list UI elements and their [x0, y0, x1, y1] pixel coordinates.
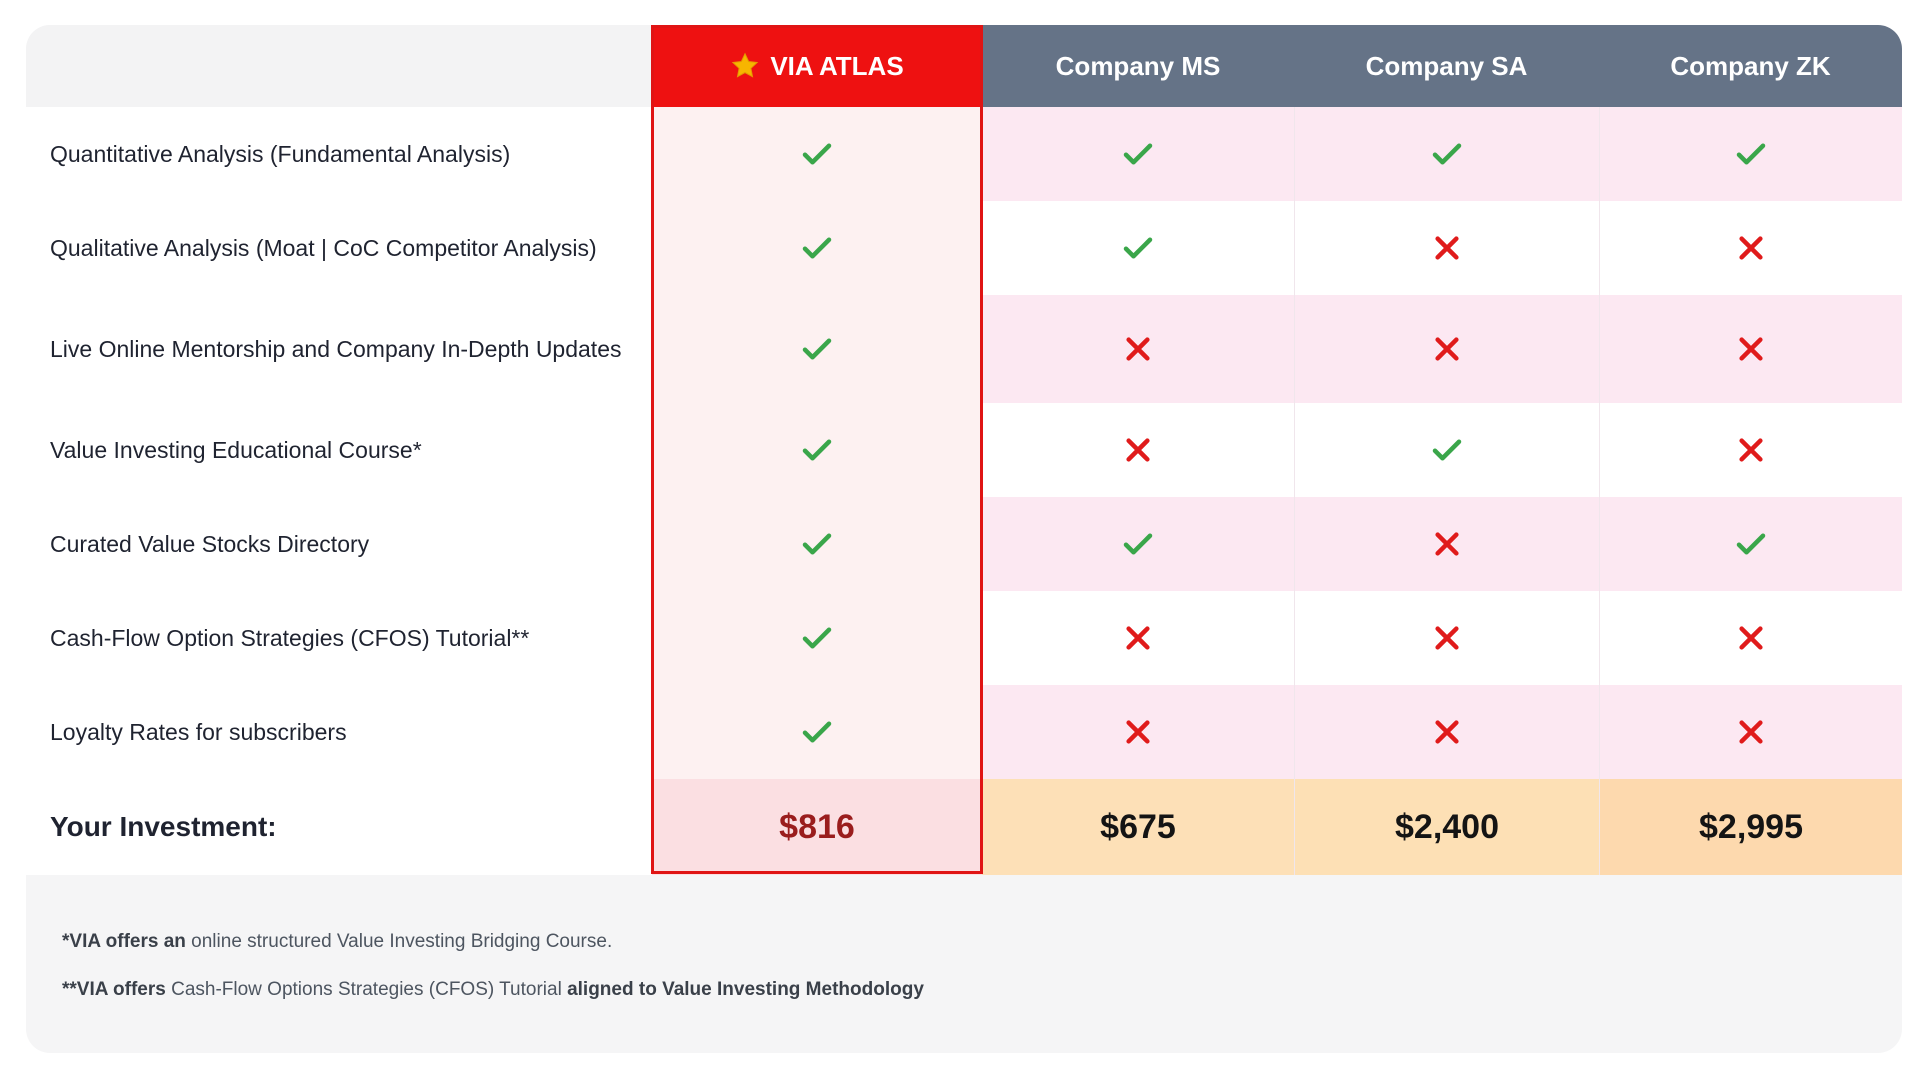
cell-via-row-6 [652, 591, 982, 685]
investment-price-via: $816 [652, 779, 982, 875]
cross-icon [1735, 232, 1767, 264]
cross-icon [1122, 434, 1154, 466]
cell-ms-row-7 [982, 685, 1294, 779]
cell-via-row-5 [652, 497, 982, 591]
check-icon [1733, 136, 1769, 172]
cell-zk-row-3 [1599, 295, 1902, 403]
investment-label: Your Investment: [26, 779, 652, 875]
investment-price-zk: $2,995 [1599, 779, 1902, 875]
footnote-cfos: **VIA offers Cash-Flow Options Strategie… [62, 979, 1462, 1001]
footnote-course: *VIA offers an online structured Value I… [62, 931, 1462, 953]
comparison-card: VIA ATLAS Company MS Company SA Company … [26, 25, 1902, 1053]
check-icon [1733, 526, 1769, 562]
check-icon [1429, 432, 1465, 468]
feature-label: Loyalty Rates for subscribers [26, 685, 652, 779]
cross-icon [1122, 622, 1154, 654]
star-icon [730, 51, 760, 81]
check-icon [799, 331, 835, 367]
cross-icon [1735, 716, 1767, 748]
feature-label: Qualitative Analysis (Moat | CoC Competi… [26, 201, 652, 295]
cross-icon [1122, 333, 1154, 365]
check-icon [799, 432, 835, 468]
comparison-table: VIA ATLAS Company MS Company SA Company … [26, 25, 1902, 875]
check-icon [1120, 526, 1156, 562]
cell-sa-row-7 [1294, 685, 1599, 779]
check-icon [1120, 136, 1156, 172]
check-icon [799, 620, 835, 656]
check-icon [799, 526, 835, 562]
cell-zk-row-6 [1599, 591, 1902, 685]
column-header-via-atlas-label: VIA ATLAS [770, 50, 904, 81]
cell-zk-row-7 [1599, 685, 1902, 779]
footnote-course-bold: *VIA offers an [62, 931, 186, 952]
cell-ms-row-3 [982, 295, 1294, 403]
check-icon [799, 230, 835, 266]
cell-zk-row-2 [1599, 201, 1902, 295]
cell-via-row-4 [652, 403, 982, 497]
column-header-company-ms: Company MS [982, 25, 1294, 107]
footnote-course-text: online structured Value Investing Bridgi… [185, 931, 613, 952]
footnotes: *VIA offers an online structured Value I… [62, 931, 1462, 1027]
feature-label: Cash-Flow Option Strategies (CFOS) Tutor… [26, 591, 652, 685]
cross-icon [1431, 622, 1463, 654]
cell-ms-row-1 [982, 107, 1294, 201]
cross-icon [1735, 434, 1767, 466]
footnote-cfos-bold-end: aligned to Value Investing Methodology [567, 979, 924, 1000]
cell-sa-row-1 [1294, 107, 1599, 201]
cell-zk-row-5 [1599, 497, 1902, 591]
feature-label: Curated Value Stocks Directory [26, 497, 652, 591]
cell-sa-row-6 [1294, 591, 1599, 685]
cross-icon [1122, 716, 1154, 748]
feature-label: Quantitative Analysis (Fundamental Analy… [26, 107, 652, 201]
table-corner [26, 25, 652, 107]
cell-zk-row-4 [1599, 403, 1902, 497]
cell-ms-row-4 [982, 403, 1294, 497]
cross-icon [1735, 622, 1767, 654]
column-header-company-sa: Company SA [1294, 25, 1599, 107]
cell-ms-row-6 [982, 591, 1294, 685]
cell-sa-row-2 [1294, 201, 1599, 295]
investment-price-sa: $2,400 [1294, 779, 1599, 875]
cell-sa-row-3 [1294, 295, 1599, 403]
cell-via-row-3 [652, 295, 982, 403]
cross-icon [1735, 333, 1767, 365]
cell-sa-row-4 [1294, 403, 1599, 497]
footnote-cfos-text: Cash-Flow Options Strategies (CFOS) Tuto… [165, 979, 568, 1000]
cell-ms-row-5 [982, 497, 1294, 591]
cross-icon [1431, 716, 1463, 748]
cross-icon [1431, 333, 1463, 365]
cross-icon [1431, 232, 1463, 264]
feature-label: Live Online Mentorship and Company In-De… [26, 295, 652, 403]
cell-via-row-7 [652, 685, 982, 779]
feature-label: Value Investing Educational Course* [26, 403, 652, 497]
column-header-via-atlas: VIA ATLAS [652, 25, 982, 107]
cell-ms-row-2 [982, 201, 1294, 295]
cross-icon [1431, 528, 1463, 560]
check-icon [1429, 136, 1465, 172]
cell-zk-row-1 [1599, 107, 1902, 201]
footnote-cfos-bold-start: **VIA offers [62, 979, 166, 1000]
check-icon [799, 714, 835, 750]
investment-price-ms: $675 [982, 779, 1294, 875]
cell-via-row-1 [652, 107, 982, 201]
column-header-company-zk: Company ZK [1599, 25, 1902, 107]
cell-via-row-2 [652, 201, 982, 295]
check-icon [799, 136, 835, 172]
cell-sa-row-5 [1294, 497, 1599, 591]
check-icon [1120, 230, 1156, 266]
